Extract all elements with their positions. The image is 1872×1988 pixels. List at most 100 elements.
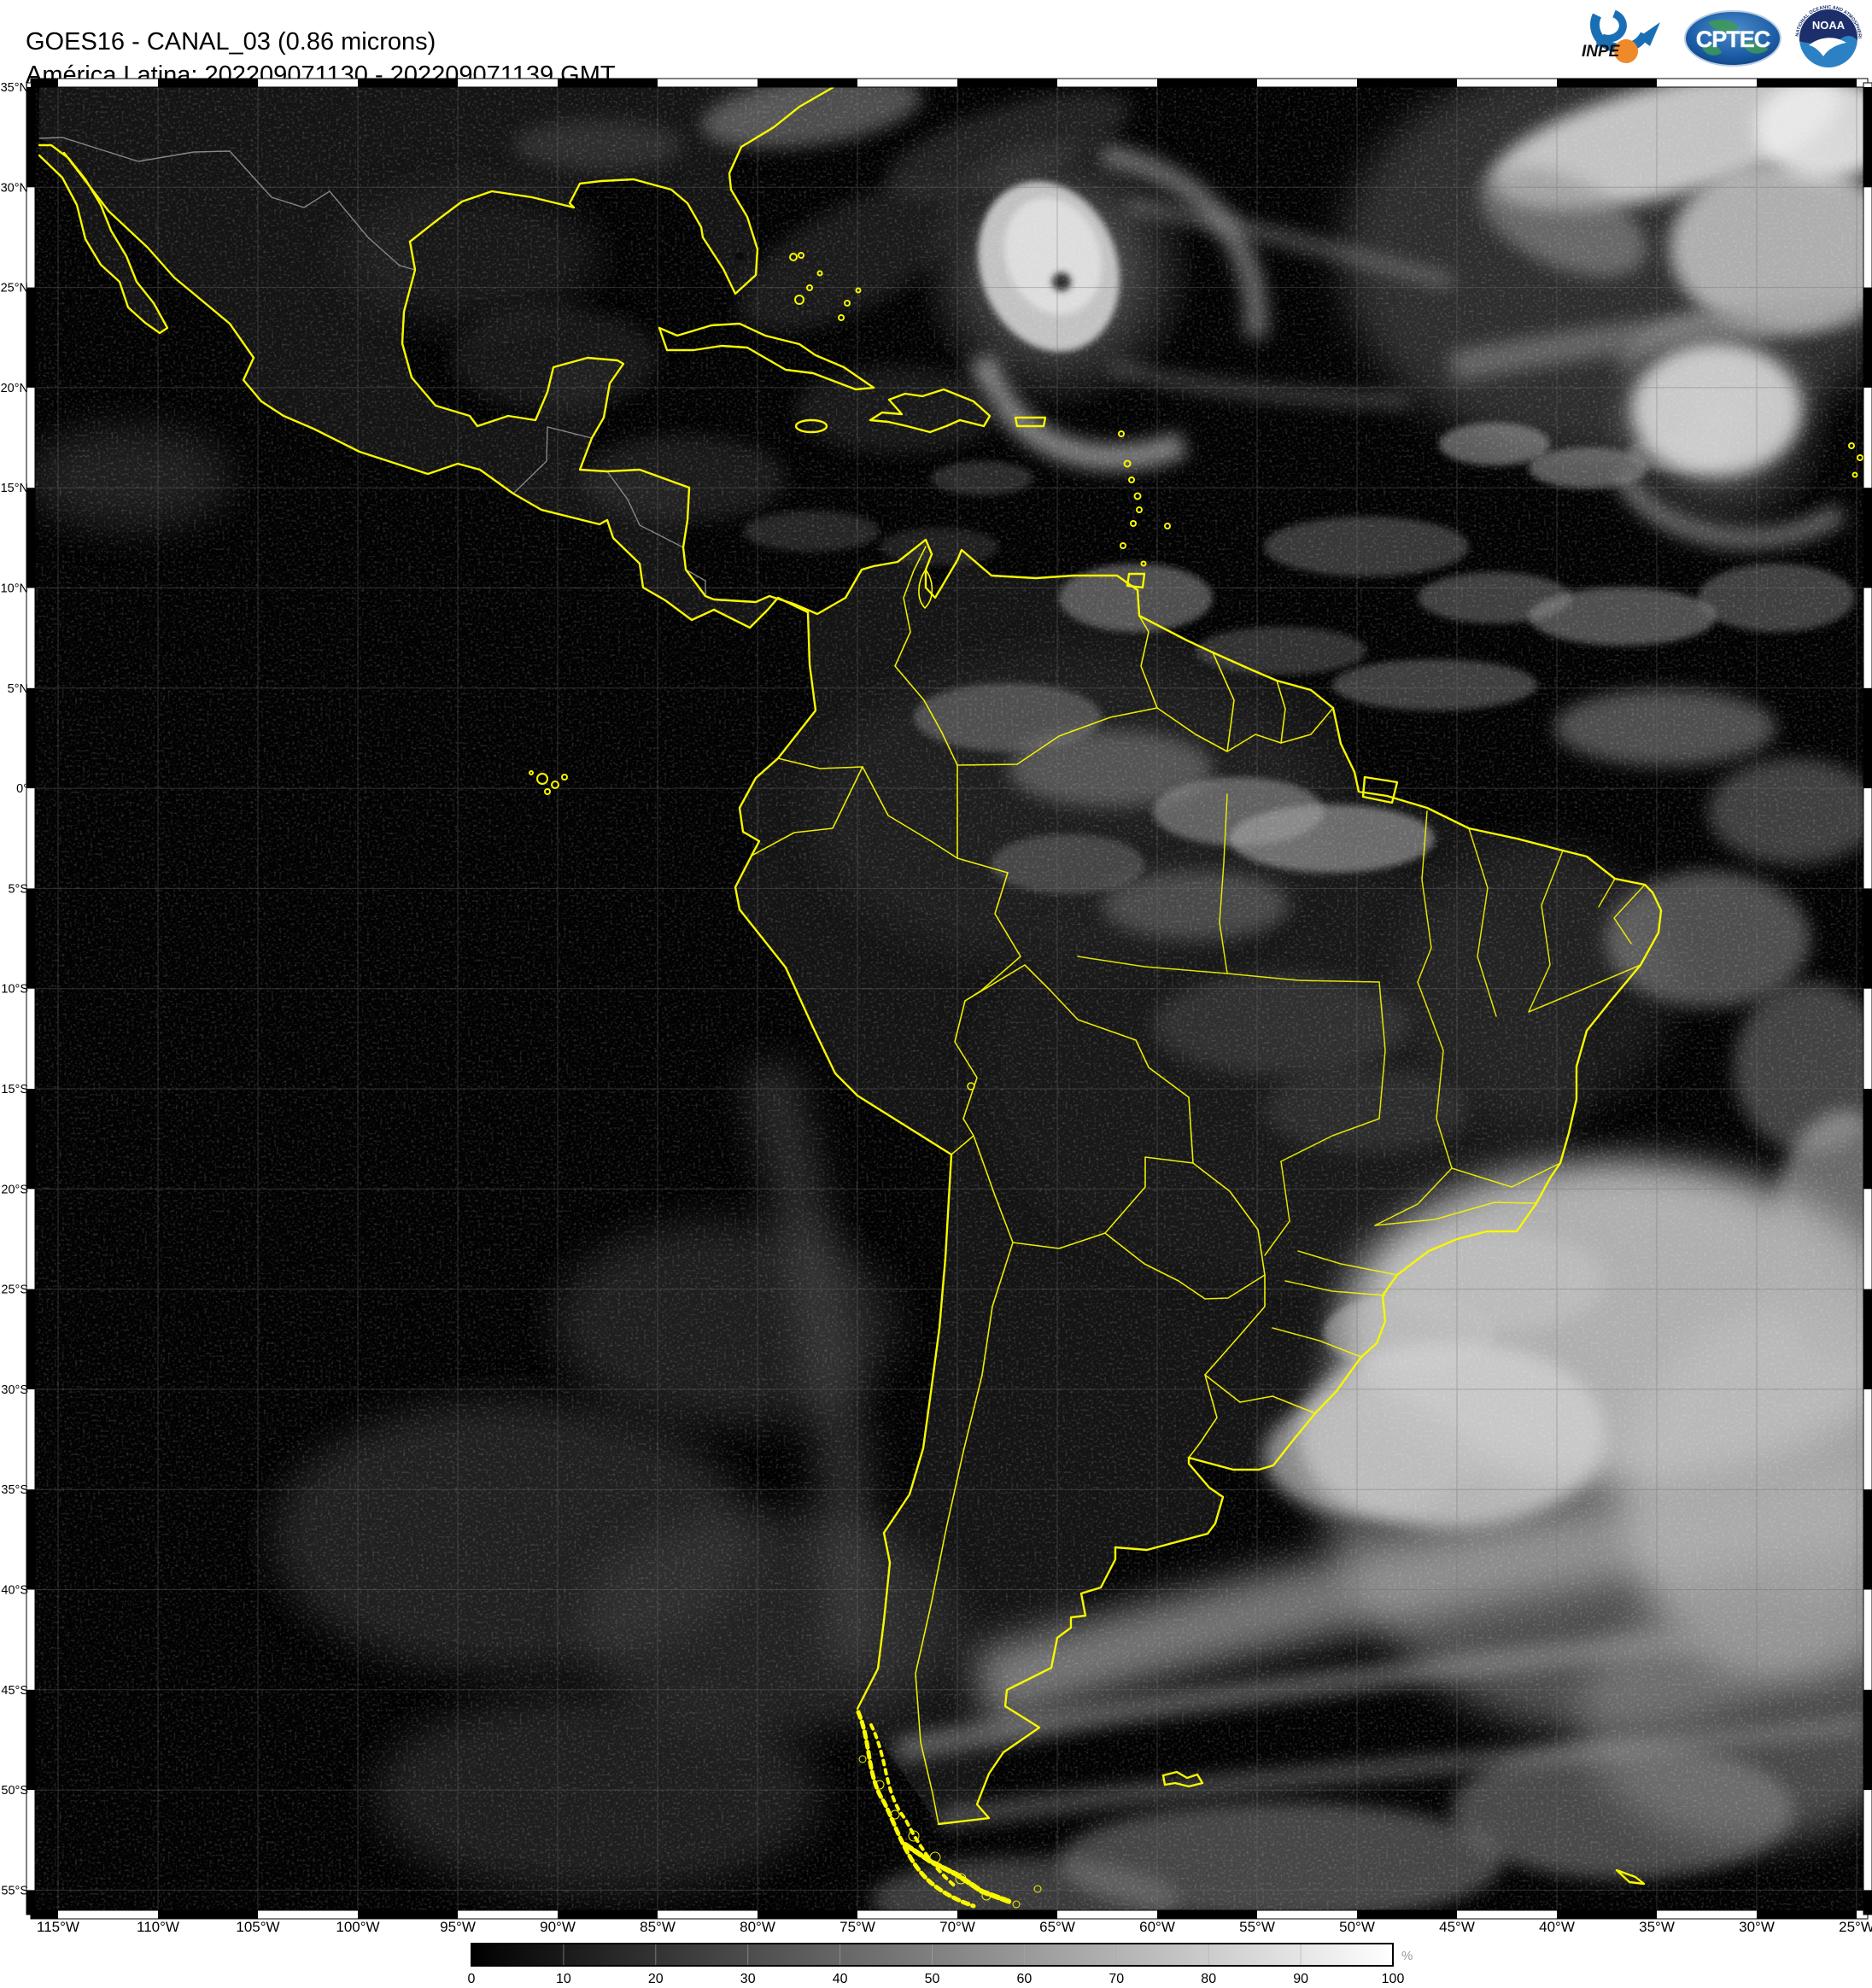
- trinidad-coastline: [1126, 572, 1146, 589]
- honduras-nicaragua-border: [606, 471, 684, 548]
- colorbar-unit: %: [1401, 1949, 1413, 1963]
- colorbar-tick-label: 70: [1109, 1972, 1124, 1986]
- lon-label: 30°W: [1739, 1919, 1775, 1935]
- lon-label: 50°W: [1339, 1919, 1375, 1935]
- inpe-wordmark: INPE: [1582, 43, 1621, 61]
- lon-label: 95°W: [440, 1919, 476, 1935]
- colorbar-decile-lines: [563, 1944, 1302, 1965]
- lat-label: 30°N: [1, 181, 28, 195]
- lat-label: 25°N: [1, 282, 28, 295]
- logo-strip: INPE CPTEC NATIONAL OCEANIC AND ATMOSPH: [1571, 2, 1865, 75]
- graticule-grid: [35, 87, 1863, 1910]
- lon-label: 40°W: [1539, 1919, 1575, 1935]
- lat-label: 10°N: [1, 582, 28, 596]
- noaa-wordmark: NOAA: [1812, 19, 1846, 32]
- colorbar-tick-label: 0: [468, 1972, 476, 1986]
- lat-label: 25°S: [1, 1283, 28, 1297]
- lat-label: 20°S: [1, 1183, 28, 1196]
- puerto-rico-coastline: [1014, 416, 1047, 428]
- latitude-axis: 35°N 30°N 25°N 20°N 15°N 10°N 5°N 0° 5°S 10°S 15°S…: [1, 81, 28, 1897]
- falkland-islands: [1161, 1770, 1204, 1788]
- colorbar-tick-label: 90: [1293, 1972, 1308, 1986]
- marajo-island: [1361, 775, 1399, 804]
- lon-label: 55°W: [1239, 1919, 1275, 1935]
- lon-label: 60°W: [1139, 1919, 1175, 1935]
- inpe-swoosh-inner: [1600, 9, 1627, 43]
- brazil-state-borders: [1077, 793, 1646, 1358]
- lon-label: 35°W: [1639, 1919, 1675, 1935]
- longitude-axis: 115°W 110°W 105°W 100°W 95°W 90°W 85°W 80°W 75°W…: [37, 1919, 1872, 1935]
- colorbar-tick-label: 10: [556, 1972, 571, 1986]
- lat-label: 55°S: [1, 1884, 28, 1897]
- lon-label: 80°W: [740, 1919, 775, 1935]
- us-mexico-border: [38, 137, 416, 271]
- lon-label: 25°W: [1839, 1919, 1872, 1935]
- map-frame: [26, 78, 1872, 1920]
- lon-label: 110°W: [137, 1919, 179, 1935]
- inpe-inner-arrowhead: [1595, 32, 1609, 48]
- lon-label: 85°W: [640, 1919, 676, 1935]
- lon-label: 90°W: [540, 1919, 576, 1935]
- colorbar-tick-label: 30: [740, 1972, 756, 1986]
- lon-label: 45°W: [1439, 1919, 1475, 1935]
- product-title: GOES16 - CANAL_03 (0.86 microns): [26, 28, 436, 56]
- lake-maracaibo: [918, 569, 933, 609]
- nicaragua-costarica-border: [685, 569, 706, 596]
- cuba-coastline: [658, 322, 875, 391]
- coastlines: [38, 87, 1863, 1909]
- lat-label: 35°N: [1, 81, 28, 95]
- national-borders: [751, 546, 1334, 1825]
- lat-label: 50°S: [1, 1784, 28, 1798]
- hispaniola-coastline: [869, 388, 992, 434]
- lon-label: 75°W: [839, 1919, 875, 1935]
- baja-california-coastline: [38, 143, 169, 335]
- colorbar-tick-labels: 0 10 20 30 40 50 60 70 80 90 100: [468, 1972, 1405, 1986]
- lat-label: 5°S: [8, 882, 28, 896]
- pacific-coastline: [62, 151, 953, 1710]
- lon-label: 100°W: [336, 1919, 379, 1935]
- image-grain: [35, 87, 1863, 1910]
- noaa-seagull: [1809, 38, 1846, 56]
- patagonia-fjords: [856, 1710, 1042, 1909]
- satellite-imagery: [35, 87, 1863, 1910]
- lat-label: 0°: [16, 782, 28, 796]
- gray-borders: [38, 137, 809, 613]
- colorbar-tick-label: 80: [1201, 1972, 1216, 1986]
- lon-label: 70°W: [939, 1919, 975, 1935]
- noaa-sky-field: [1799, 9, 1857, 52]
- cptec-logo: CPTEC: [1684, 10, 1781, 67]
- lon-label: 105°W: [236, 1919, 279, 1935]
- mexico-guatemala-border: [512, 426, 593, 494]
- noaa-logo: NATIONAL OCEANIC AND ATMOSPHERIC ADMINIS…: [1792, 2, 1864, 74]
- cptec-wordmark: CPTEC: [1696, 26, 1770, 52]
- lat-label: 40°S: [1, 1584, 28, 1598]
- colorbar-tick-label: 20: [648, 1972, 664, 1986]
- cptec-continent-south: [1701, 44, 1722, 56]
- cptec-continent-north: [1708, 20, 1739, 32]
- lat-label: 30°S: [1, 1383, 28, 1397]
- colorbar: 0 10 20 30 40 50 60 70 80 90 100 %: [468, 1943, 1413, 1986]
- colorbar-tick-label: 60: [1017, 1972, 1033, 1986]
- colorbar-tick-label: 50: [925, 1972, 940, 1986]
- lat-label: 15°N: [1, 482, 28, 495]
- colorbar-tick-label: 100: [1382, 1972, 1405, 1986]
- inpe-orange-sphere: [1614, 39, 1638, 63]
- lat-label: 45°S: [1, 1684, 28, 1698]
- inpe-logo: INPE: [1582, 9, 1660, 63]
- colorbar-tick-label: 40: [833, 1972, 848, 1986]
- lon-label: 65°W: [1039, 1919, 1075, 1935]
- inpe-swoosh-outer: [1589, 13, 1649, 53]
- lat-label: 35°S: [1, 1483, 28, 1497]
- inpe-arrowhead: [1638, 22, 1660, 46]
- cptec-continent-east: [1742, 41, 1768, 54]
- lat-label: 20°N: [1, 382, 28, 395]
- lat-label: 10°S: [1, 983, 28, 997]
- jamaica-coastline: [794, 418, 828, 434]
- lon-label: 115°W: [37, 1919, 79, 1935]
- lat-label: 15°S: [1, 1083, 28, 1096]
- lat-label: 5°N: [8, 682, 28, 696]
- island-specks: [529, 252, 1863, 1090]
- south-georgia-island: [1615, 1868, 1646, 1886]
